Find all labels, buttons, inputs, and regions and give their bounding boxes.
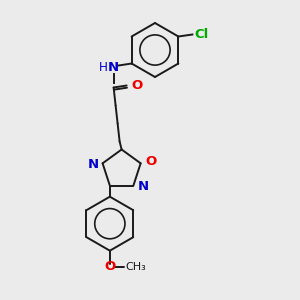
Text: Cl: Cl xyxy=(194,28,208,41)
Text: O: O xyxy=(132,79,143,92)
Text: H: H xyxy=(99,61,108,74)
Text: N: N xyxy=(108,61,119,74)
Text: CH₃: CH₃ xyxy=(126,262,147,272)
Text: O: O xyxy=(146,155,157,168)
Text: N: N xyxy=(137,180,148,193)
Text: N: N xyxy=(88,158,99,171)
Text: O: O xyxy=(104,260,116,273)
